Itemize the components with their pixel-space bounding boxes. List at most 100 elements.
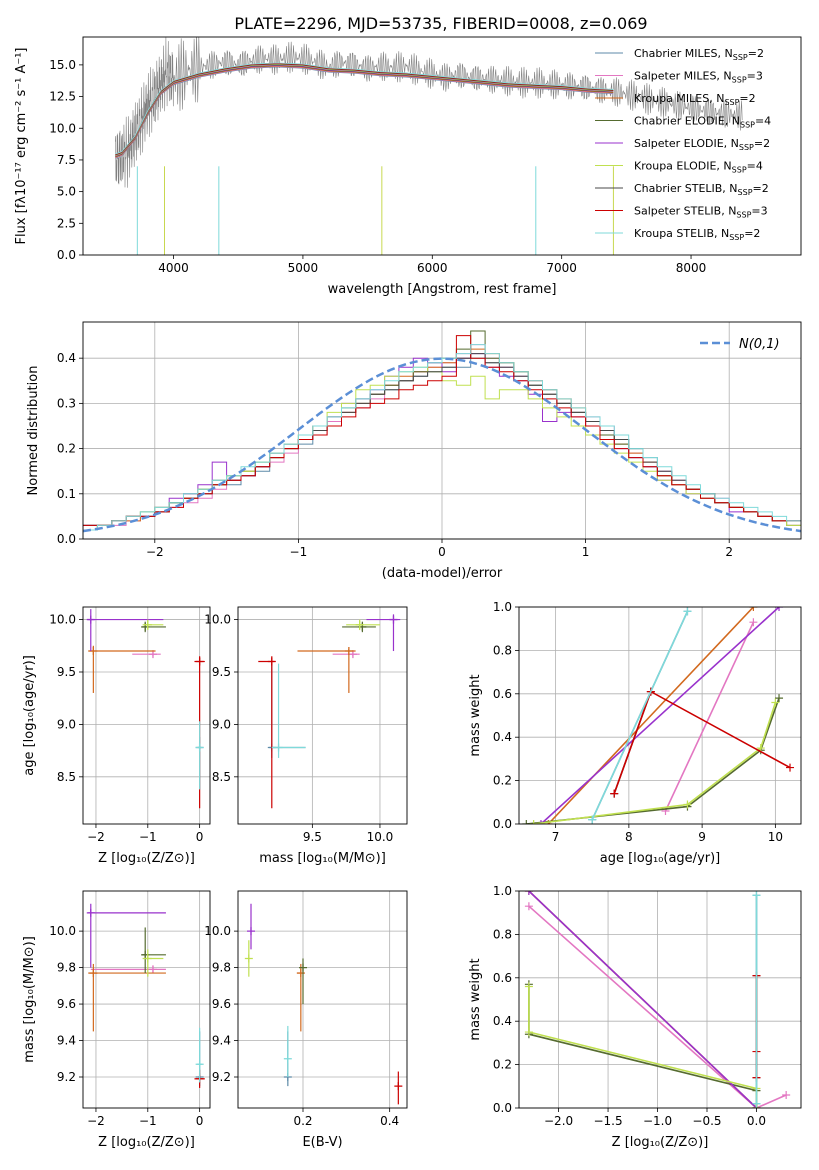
weight-line (528, 986, 758, 1108)
legend: Chabrier MILES, NSSP=2 Salpeter MILES, NS… (595, 47, 771, 242)
y-tick-label: 9.2 (57, 1070, 76, 1084)
x-tick-label: 2 (725, 545, 733, 559)
y-tick-label: 0.4 (493, 730, 512, 744)
weight-line (664, 621, 755, 812)
weight-point (775, 607, 784, 611)
data-point (247, 927, 255, 936)
weight-line (547, 607, 754, 824)
y-tick-label: 10.0 (204, 924, 231, 938)
x-tick-label: 7 (552, 830, 560, 844)
y-tick-label: 1.0 (493, 600, 512, 614)
data-point (143, 954, 152, 963)
data-point (355, 620, 364, 629)
legend-label: Kroupa ELODIE, NSSP=4 (634, 160, 763, 175)
data-point (89, 969, 98, 978)
y-tick-label: 10.0 (49, 613, 76, 627)
x-tick-label: −2 (87, 830, 105, 844)
x-tick-label: 0.0 (747, 1114, 766, 1128)
weight-point (782, 1090, 791, 1099)
data-point (344, 647, 353, 656)
x-tick-label: 0.4 (380, 1114, 399, 1128)
figure-title: PLATE=2296, MJD=53735, FIBERID=0008, z=0… (234, 14, 647, 33)
y-tick-label: 1.0 (493, 884, 512, 898)
histogram-series (83, 344, 801, 539)
weight-point (522, 820, 531, 824)
y-tick-label: 0.4 (493, 1014, 512, 1028)
x-tick-label: 9 (698, 830, 706, 844)
weight-line (540, 607, 780, 824)
plot-area (86, 903, 205, 1088)
y-axis-label: Normed distribution (26, 366, 41, 496)
y-tick-label: 0.3 (57, 396, 76, 410)
y-tick-label: 0.2 (57, 442, 76, 456)
x-tick-label: 0.2 (293, 1114, 312, 1128)
y-tick-label: 12.5 (49, 90, 76, 104)
y-tick-label: 10.0 (49, 924, 76, 938)
legend-label: Salpeter STELIB, NSSP=3 (634, 205, 768, 220)
y-tick-label: 10.0 (49, 121, 76, 135)
data-point (86, 615, 95, 624)
model-spectrum (115, 62, 614, 155)
x-tick-label: −1.0 (643, 1114, 672, 1128)
y-tick-label: 0.0 (57, 532, 76, 546)
x-tick-label: 10.0 (367, 830, 394, 844)
plot-area (244, 903, 403, 1105)
legend-label: N(0,1) (739, 337, 780, 352)
legend-label: Salpeter MILES, NSSP=3 (634, 70, 763, 85)
weight-line (528, 905, 787, 1108)
x-axis-label: Z [log₁₀(Z/Z⊙)] (98, 1135, 195, 1150)
x-tick-label: −1 (290, 545, 308, 559)
y-tick-label: 0.8 (493, 927, 512, 941)
weight-point (524, 982, 533, 991)
x-axis-label: Z [log₁₀(Z/Z⊙)] (98, 851, 195, 866)
weight-point (536, 820, 545, 824)
legend-label: Kroupa MILES, NSSP=2 (634, 92, 756, 107)
y-tick-label: 15.0 (49, 58, 76, 72)
axes-frame (518, 606, 802, 825)
x-tick-label: 0 (196, 1114, 204, 1128)
data-point (86, 908, 95, 917)
y-tick-label: 0.4 (57, 351, 76, 365)
x-tick-label: 4000 (158, 261, 189, 275)
plot-area (83, 330, 801, 539)
data-point (244, 954, 253, 963)
plot-area (522, 607, 795, 824)
x-tick-label: −1 (139, 830, 157, 844)
weight-point (752, 1099, 761, 1108)
x-tick-label: 10 (768, 830, 783, 844)
panel-weight_vs_age: 7 8 9 10 0.0 0.2 0.4 0.6 0.8 1.0 age [log₁₀(age/yr… (468, 600, 802, 866)
axes-frame (82, 321, 802, 540)
panel-age_vs_z: −2 −1 0 8.5 9.0 9.5 10.0 Z [log₁₀(Z/Z⊙)] age [lo… (22, 606, 211, 866)
x-tick-label: −2 (87, 1114, 105, 1128)
x-tick-label: −2 (146, 545, 164, 559)
x-axis-label: (data-model)/error (382, 566, 503, 581)
weight-point (524, 891, 533, 895)
x-tick-label: 7000 (546, 261, 577, 275)
x-axis-label: age [log₁₀(age/yr)] (600, 851, 721, 866)
data-point (394, 1082, 403, 1091)
weight-line (528, 891, 758, 1108)
y-tick-label: 0.0 (493, 817, 512, 831)
weight-line (533, 702, 777, 824)
x-axis-label: wavelength [Angstrom, rest frame] (328, 282, 557, 297)
y-tick-label: 9.2 (212, 1070, 231, 1084)
x-tick-label: −0.5 (692, 1114, 721, 1128)
weight-point (610, 789, 619, 798)
plots: 4000 5000 6000 7000 80000.02.55.07.510.012.5… (14, 36, 802, 1150)
data-point (267, 657, 276, 666)
y-tick-label: 2.5 (57, 216, 76, 230)
y-axis-label: Flux [fλ10⁻¹⁷ erg cm⁻² s⁻¹ A⁻¹] (14, 48, 29, 245)
y-tick-label: 9.4 (57, 1034, 76, 1048)
weight-point (683, 800, 692, 809)
y-tick-label: 8.5 (212, 770, 231, 784)
y-tick-label: 7.5 (57, 153, 76, 167)
normal-curve (83, 357, 801, 533)
y-axis-label: age [log₁₀(age/yr)] (22, 655, 37, 776)
data-point (148, 965, 157, 974)
panel-residuals: −2 −1 0 1 2 0.0 0.1 0.2 0.3 0.4 (data-model)/error… (26, 321, 802, 581)
x-axis-label: mass [log₁₀(M/M⊙)] (259, 851, 386, 866)
x-tick-label: 1 (582, 545, 590, 559)
data-point (195, 1060, 204, 1069)
histogram-series (83, 335, 801, 539)
